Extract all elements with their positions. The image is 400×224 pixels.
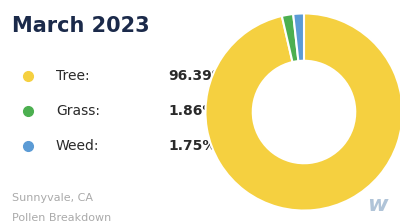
Text: 96.39%: 96.39% <box>168 69 226 83</box>
Wedge shape <box>206 13 400 211</box>
Text: 1.86%: 1.86% <box>168 104 216 118</box>
Text: Weed:: Weed: <box>56 139 100 153</box>
Text: 1.75%: 1.75% <box>168 139 216 153</box>
Text: Tree:: Tree: <box>56 69 90 83</box>
Wedge shape <box>293 13 304 61</box>
Text: March 2023: March 2023 <box>12 16 150 36</box>
Text: Grass:: Grass: <box>56 104 100 118</box>
Text: w: w <box>368 195 388 215</box>
Text: Sunnyvale, CA: Sunnyvale, CA <box>12 193 93 203</box>
Wedge shape <box>282 14 298 62</box>
Text: Pollen Breakdown: Pollen Breakdown <box>12 213 111 223</box>
